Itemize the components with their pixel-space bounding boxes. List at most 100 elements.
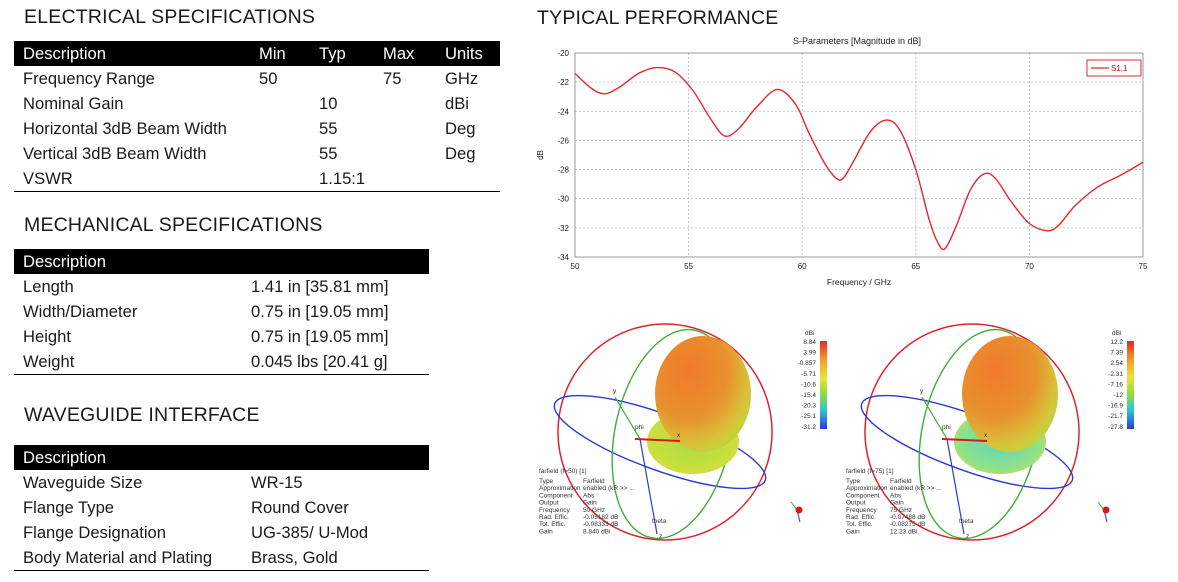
info-value: 75 GHz (890, 507, 912, 514)
colorbar-tick: 2.54 (1110, 360, 1123, 367)
info-value: Farfield (583, 478, 605, 485)
theta-circle (557, 323, 773, 541)
y-tick-label: -24 (557, 107, 569, 116)
colorbar-tick: -25.1 (801, 413, 816, 420)
colorbar-tick: -16.9 (1108, 403, 1123, 410)
x-tick-label: 50 (571, 262, 580, 271)
x-axis-line (634, 438, 681, 442)
table-cell: Flange Designation (23, 522, 166, 542)
waveguide-table: Description Waveguide Size WR-15 Flange Ty… (14, 445, 429, 571)
table-cell: Horizontal 3dB Beam Width (23, 118, 227, 138)
z-axis-line (946, 438, 965, 535)
chart-title: S-Parameters [Magnitude in dB] (793, 36, 921, 46)
colorbar (820, 341, 827, 429)
table-row: Flange Type Round Cover (14, 495, 429, 520)
main-lobe (962, 336, 1058, 452)
info-value: -0.05182 dB (583, 514, 618, 521)
electrical-header-cell: Description (14, 41, 250, 66)
table-row: Vertical 3dB Beam Width 55 Deg (14, 141, 500, 166)
main-lobe (655, 336, 751, 452)
y-tick-label: -20 (557, 49, 569, 58)
info-key: Output (539, 500, 559, 507)
info-key: Type (539, 478, 553, 485)
colorbar-tick: -10.6 (801, 381, 816, 388)
table-cell: 1.15:1 (310, 166, 374, 192)
table-cell: 55 (319, 118, 338, 138)
info-key: Rad. Effic. (846, 514, 876, 521)
electrical-header-cell: Typ (310, 41, 374, 66)
table-cell: Round Cover (251, 497, 349, 517)
y-tick-label: -26 (557, 136, 569, 145)
axis-label: x (984, 432, 988, 439)
electrical-header-cell: Units (436, 41, 500, 66)
info-value: Gain (890, 500, 904, 507)
table-cell: 0.75 in [19.05 mm] (251, 301, 389, 321)
axis-label: z (659, 533, 662, 540)
y-axis-line (921, 396, 948, 440)
table-cell: 1.41 in [35.81 mm] (251, 276, 389, 296)
axis-label: y (920, 388, 924, 395)
colorbar-tick: -15.4 (801, 392, 816, 399)
info-value: Abs (583, 492, 595, 499)
table-cell (374, 91, 436, 116)
info-key: Component (846, 492, 880, 499)
info-value: 50 GHz (583, 507, 605, 514)
table-row: Frequency Range 50 75 GHz (14, 66, 500, 91)
mechanical-title: MECHANICAL SPECIFICATIONS (24, 214, 323, 236)
table-cell: Body Material and Plating (14, 545, 242, 571)
series-line (574, 66, 1144, 251)
table-cell: dBi (445, 93, 469, 113)
colorbar-tick: -7.16 (1108, 381, 1123, 388)
table-cell: Brass, Gold (242, 545, 429, 571)
table-row: Flange Designation UG-385/ U-Mod (14, 520, 429, 545)
info-value: -0.08333 dB (583, 521, 618, 528)
farfield-title: farfield (f=50) [1] (539, 468, 587, 475)
info-key: Frequency (846, 507, 877, 514)
info-value: enabled (kR >> ... (890, 485, 942, 492)
mechanical-table: Description Length 1.41 in [35.81 mm] Widt… (14, 249, 429, 375)
colorbar-tick: 8.84 (803, 339, 816, 346)
x-axis-line (941, 438, 988, 442)
info-value: -0.08275 dB (890, 521, 925, 528)
table-cell: Weight (14, 349, 242, 375)
table-cell (310, 66, 374, 91)
colorbar-tick: -12 (1114, 392, 1124, 399)
colorbar-tick: -5.71 (801, 371, 816, 378)
info-key: Approximation (539, 485, 581, 492)
x-axis-label: Frequency / GHz (827, 277, 891, 287)
waveguide-title: WAVEGUIDE INTERFACE (24, 404, 260, 426)
electrical-header-cell: Max (374, 41, 436, 66)
info-key: Type (846, 478, 860, 485)
table-cell: 50 (259, 68, 278, 88)
table-cell: Vertical 3dB Beam Width (23, 143, 207, 163)
legend-label: S1,1 (1111, 64, 1128, 73)
table-cell (250, 116, 310, 141)
colorbar-tick: -2.31 (1108, 371, 1123, 378)
colorbar-tick: -20.3 (801, 403, 816, 410)
performance-title: TYPICAL PERFORMANCE (537, 7, 779, 29)
table-cell (374, 166, 436, 192)
colorbar-tick: -31.2 (801, 424, 816, 431)
info-key: Gain (539, 528, 553, 535)
colorbar-tick: -27.8 (1108, 424, 1123, 431)
table-row: Weight 0.045 lbs [20.41 g] (14, 349, 429, 375)
table-cell (250, 141, 310, 166)
info-value: Abs (890, 492, 902, 499)
y-axis-label: dB (536, 150, 545, 160)
electrical-header-cell: Min (250, 41, 310, 66)
colorbar-unit: dBi (805, 330, 814, 337)
farfield-plot-left: y z x theta phi dBi 8.84 3.99 -0.857 -5.71 -10.6 -1… (539, 323, 827, 541)
table-cell: 0.045 lbs [20.41 g] (242, 349, 429, 375)
table-cell: 0.75 in [19.05 mm] (251, 326, 389, 346)
s-parameter-chart: S-Parameters [Magnitude in dB] -20 -22 -24 -… (536, 36, 1148, 287)
table-row: Waveguide Size WR-15 (14, 470, 429, 495)
info-key: Component (539, 492, 573, 499)
x-tick-label: 70 (1025, 262, 1034, 271)
table-cell: Nominal Gain (23, 93, 124, 113)
colorbar-tick: 12.2 (1110, 339, 1123, 346)
table-row: Length 1.41 in [35.81 mm] (14, 274, 429, 299)
theta-circle (864, 323, 1080, 541)
table-cell (436, 166, 500, 192)
farfield-plot-right: y z x theta phi dBi 12.2 7.39 2.54 -2.31 -7.16 -12 -… (846, 323, 1134, 541)
info-key: Tot. Effic. (539, 521, 566, 528)
